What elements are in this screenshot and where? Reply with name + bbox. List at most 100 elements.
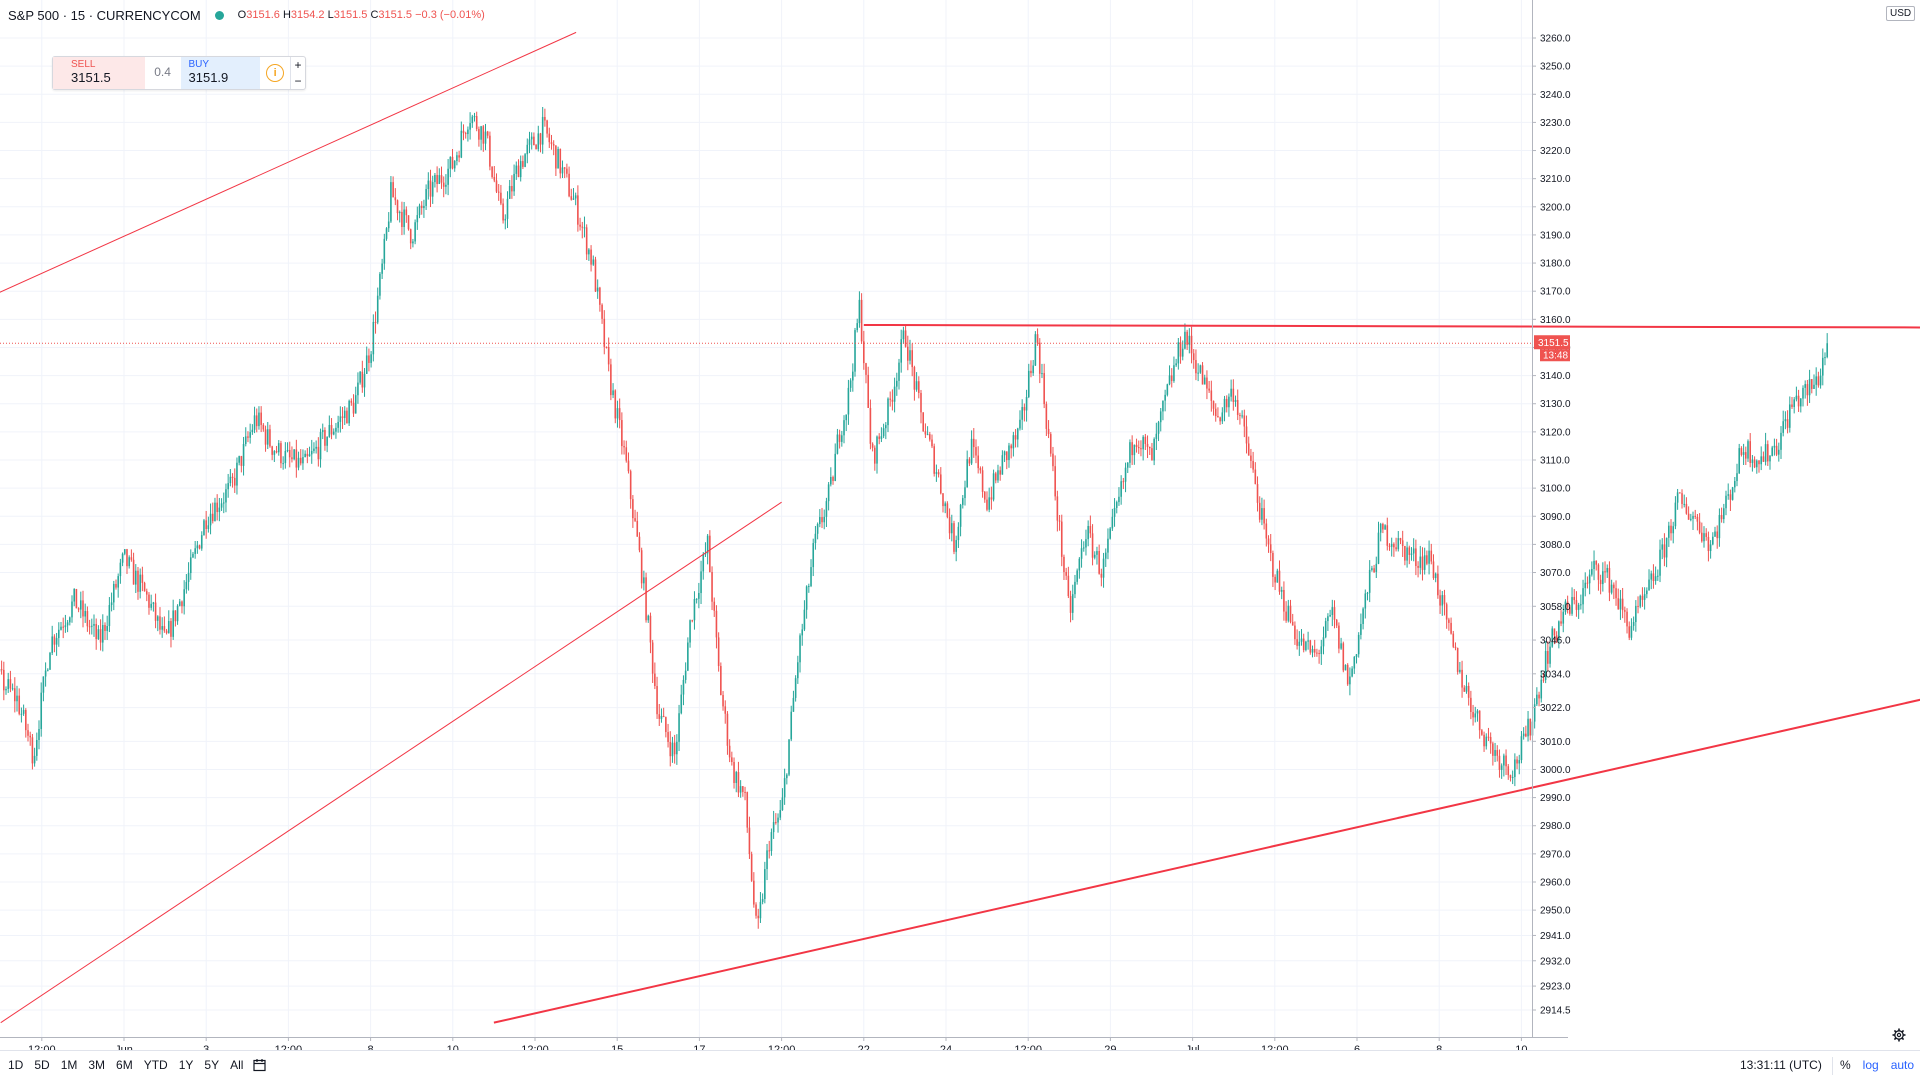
symbol-title[interactable]: S&P 500 · 15 · CURRENCYCOM [8, 8, 201, 23]
candle-body [84, 611, 86, 616]
candle-body [1246, 426, 1248, 443]
sell-button[interactable]: SELL 3151.5 [53, 57, 145, 89]
candle-body [38, 729, 40, 740]
candle-body [702, 554, 704, 571]
candle-body [461, 131, 463, 158]
range-selector: 1D 5D 1M 3M 6M YTD 1Y 5Y All [8, 1058, 254, 1072]
candle-body [115, 584, 117, 588]
candle-body [678, 713, 680, 742]
candle-body [212, 514, 214, 521]
chart-settings-button[interactable] [1892, 1028, 1906, 1047]
range-6m[interactable]: 6M [116, 1058, 133, 1072]
candle-body [1336, 620, 1338, 626]
candle-body [1367, 593, 1369, 594]
candle-body [782, 797, 784, 810]
range-1y[interactable]: 1Y [179, 1058, 194, 1072]
candle-body [1158, 422, 1160, 434]
price-tick-label: 3140.0 [1540, 371, 1571, 382]
candle-body [1441, 595, 1443, 605]
candle-body [344, 411, 346, 418]
percent-scale-toggle[interactable]: % [1840, 1058, 1851, 1072]
candle-body [472, 117, 474, 123]
candle-body [606, 347, 608, 348]
candle-body [1492, 743, 1494, 755]
increase-button[interactable]: + [295, 59, 302, 71]
candle-body [892, 400, 894, 402]
range-5d[interactable]: 5D [34, 1058, 49, 1072]
candle-body [628, 461, 630, 472]
candle-body [1694, 516, 1696, 517]
candle-body [1446, 604, 1448, 619]
candle-body [1200, 365, 1202, 372]
clock-utc[interactable]: 13:31:11 (UTC) [1740, 1058, 1822, 1072]
log-scale-toggle[interactable]: log [1863, 1058, 1879, 1072]
price-tick-label: 3210.0 [1540, 174, 1571, 185]
candle-body [1468, 686, 1470, 698]
candle-body [390, 182, 392, 221]
range-3m[interactable]: 3M [88, 1058, 105, 1072]
candle-body [126, 549, 128, 566]
gear-icon[interactable] [1892, 1028, 1906, 1042]
candle-body [623, 446, 625, 447]
info-icon[interactable]: i [266, 64, 284, 82]
candle-body [102, 625, 104, 643]
candle-body [663, 716, 665, 717]
go-to-date-button[interactable] [252, 1057, 268, 1076]
candle-body [1824, 357, 1826, 358]
candle-body [27, 730, 29, 736]
price-tick-label: 3170.0 [1540, 287, 1571, 298]
range-1m[interactable]: 1M [61, 1058, 78, 1072]
candle-body [1554, 628, 1556, 635]
candle-body [812, 543, 814, 567]
candle-body [234, 478, 236, 486]
candle-body [1263, 508, 1265, 523]
candle-body [1622, 599, 1624, 610]
candle-body [755, 905, 757, 916]
candle-body [903, 330, 905, 339]
price-tick-label: 3160.0 [1540, 315, 1571, 326]
info-button[interactable]: i [260, 57, 290, 89]
candle-body [848, 388, 850, 415]
currency-button[interactable]: USD [1886, 6, 1915, 21]
decrease-button[interactable]: − [295, 75, 302, 87]
candle-body [1127, 463, 1129, 468]
candle-body [483, 126, 485, 143]
candle-body [1360, 624, 1362, 635]
candle-body [1140, 448, 1142, 449]
price-tick-label: 2923.0 [1540, 982, 1571, 993]
range-5y[interactable]: 5Y [204, 1058, 219, 1072]
candle-body [793, 698, 795, 712]
auto-scale-toggle[interactable]: auto [1891, 1058, 1914, 1072]
candle-body [592, 259, 594, 264]
range-ytd[interactable]: YTD [144, 1058, 168, 1072]
candle-body [878, 437, 880, 439]
range-1d[interactable]: 1D [8, 1058, 23, 1072]
candle-body [21, 714, 23, 715]
candle-body [159, 616, 161, 629]
candle-body [293, 449, 295, 459]
candle-body [368, 355, 370, 362]
candle-body [104, 625, 106, 631]
candle-body [1371, 568, 1373, 570]
candle-body [12, 688, 14, 689]
candle-body [867, 375, 869, 408]
price-tick-label: 3250.0 [1540, 62, 1571, 73]
calendar-icon[interactable] [252, 1057, 268, 1073]
candle-body [1760, 456, 1762, 464]
range-all[interactable]: All [230, 1058, 243, 1072]
candle-body [815, 534, 817, 543]
candle-body [1752, 460, 1754, 464]
candle-body [260, 413, 262, 425]
candle-body [87, 611, 89, 626]
candle-body [1582, 588, 1584, 604]
candle-body [1716, 531, 1718, 538]
candle-body [1228, 397, 1230, 408]
price-tick-label: 3120.0 [1540, 427, 1571, 438]
candle-body [1404, 546, 1406, 561]
price-tick-label: 3090.0 [1540, 512, 1571, 523]
buy-button[interactable]: BUY 3151.9 [181, 57, 261, 89]
candle-body [509, 186, 511, 199]
candle-body [1149, 447, 1151, 448]
candle-body [1375, 564, 1377, 572]
